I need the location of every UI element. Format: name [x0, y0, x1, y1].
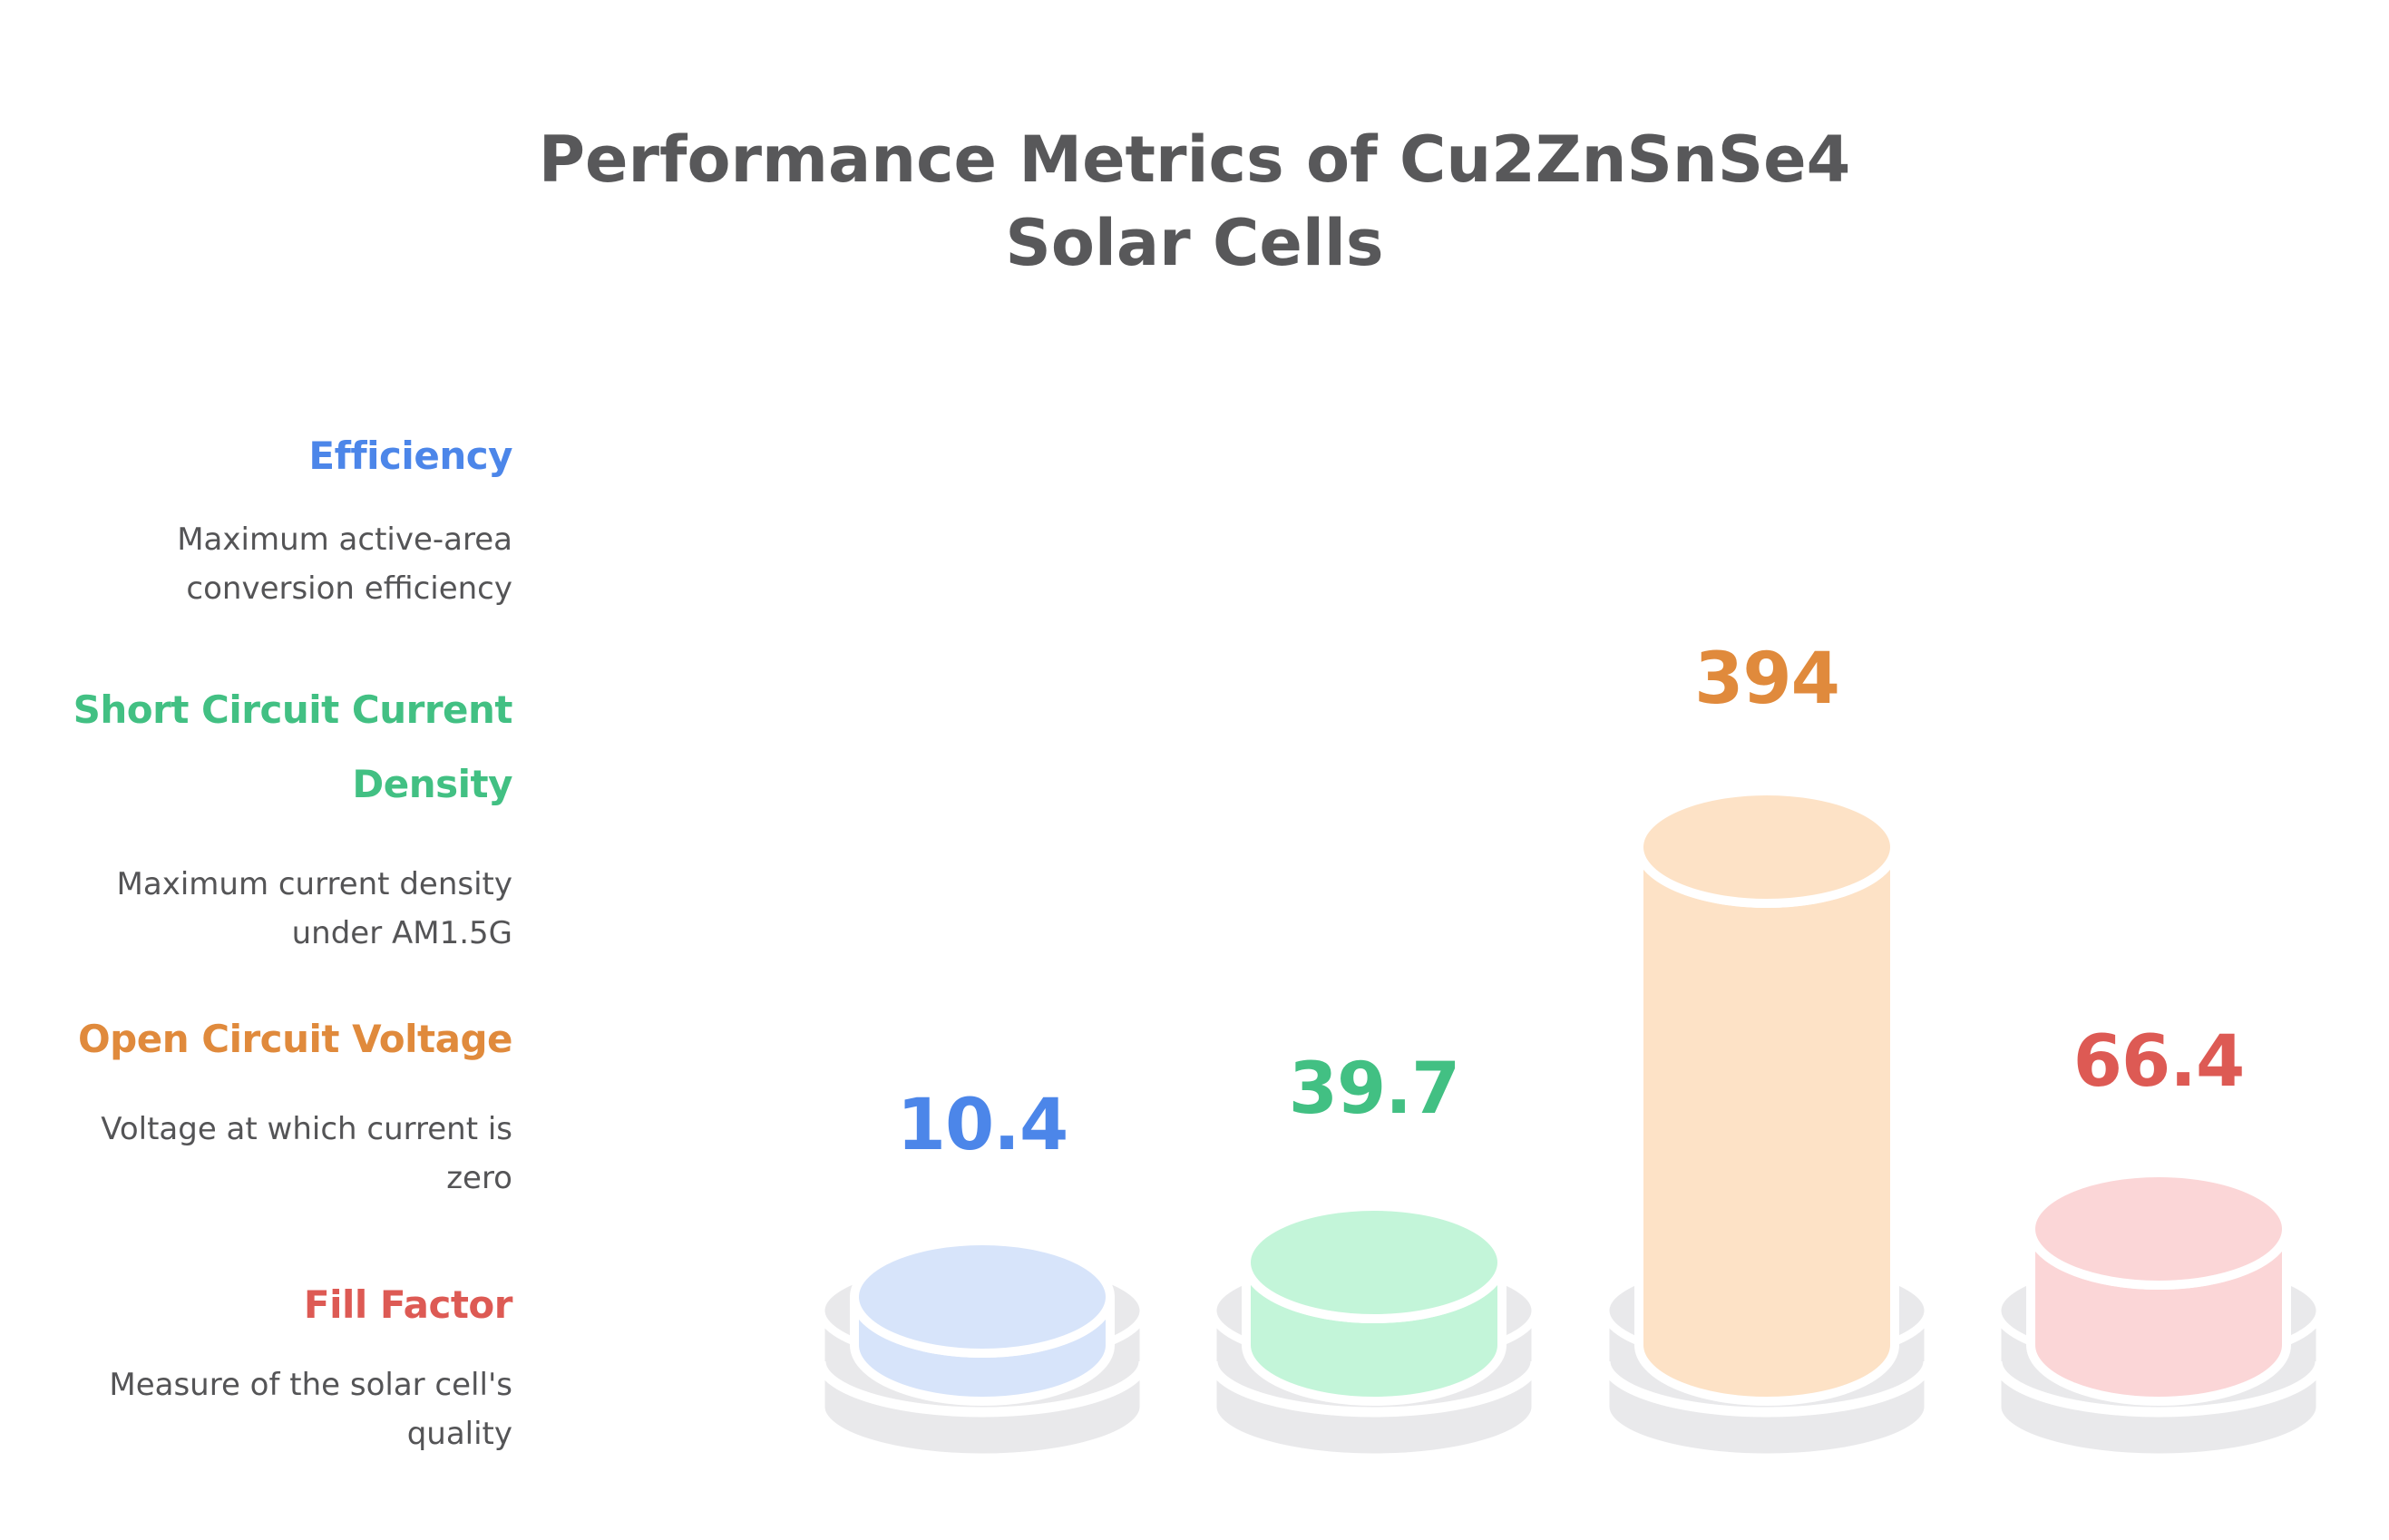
metric-label-text: Fill Factor	[303, 1282, 513, 1327]
chart-title-line2: Solar Cells	[1005, 206, 1384, 281]
metric-desc-fill-factor: Measure of the solar cell's quality	[5, 1360, 512, 1459]
metric-label-short-circuit-current-density: Short Circuit Current Density	[5, 673, 513, 822]
chart-title: Performance Metrics of Cu2ZnSnSe4 Solar …	[288, 118, 2101, 286]
metric-desc-line: Measure of the solar cell's	[109, 1367, 512, 1403]
metric-desc-line: under AM1.5G	[291, 915, 512, 952]
metric-desc-line: Voltage at which current is	[101, 1111, 512, 1147]
metric-label-text: Short Circuit Current Density	[73, 687, 513, 806]
value-label-efficiency: 10.4	[896, 1085, 1068, 1166]
metric-label-line: Short Circuit Current	[73, 687, 513, 732]
metric-desc-line: conversion efficiency	[186, 570, 512, 608]
metric-desc-short-circuit-current-density: Maximum current density under AM1.5G	[5, 860, 512, 959]
metric-label-text: Efficiency	[308, 434, 512, 478]
metric-desc-line: zero	[446, 1160, 512, 1197]
value-label-open-circuit-voltage: 394	[1694, 638, 1840, 720]
metric-label-line: Density	[352, 761, 512, 806]
metric-label-efficiency: Efficiency	[5, 419, 512, 493]
metric-desc-line: Maximum current density	[116, 866, 512, 902]
metric-desc-line: Maximum active-area	[177, 521, 512, 558]
metric-desc-efficiency: Maximum active-area conversion efficienc…	[5, 515, 512, 614]
metric-desc-open-circuit-voltage: Voltage at which current is zero	[5, 1105, 512, 1204]
metric-label-open-circuit-voltage: Open Circuit Voltage	[5, 1002, 513, 1077]
metric-label-fill-factor: Fill Factor	[5, 1268, 513, 1342]
value-label-fill-factor: 66.4	[2072, 1021, 2245, 1103]
metric-label-text: Open Circuit Voltage	[77, 1017, 513, 1061]
metric-desc-line: quality	[406, 1416, 512, 1453]
chart-title-line1: Performance Metrics of Cu2ZnSnSe4	[538, 122, 1851, 197]
value-label-short-circuit-current-density: 39.7	[1288, 1048, 1460, 1130]
